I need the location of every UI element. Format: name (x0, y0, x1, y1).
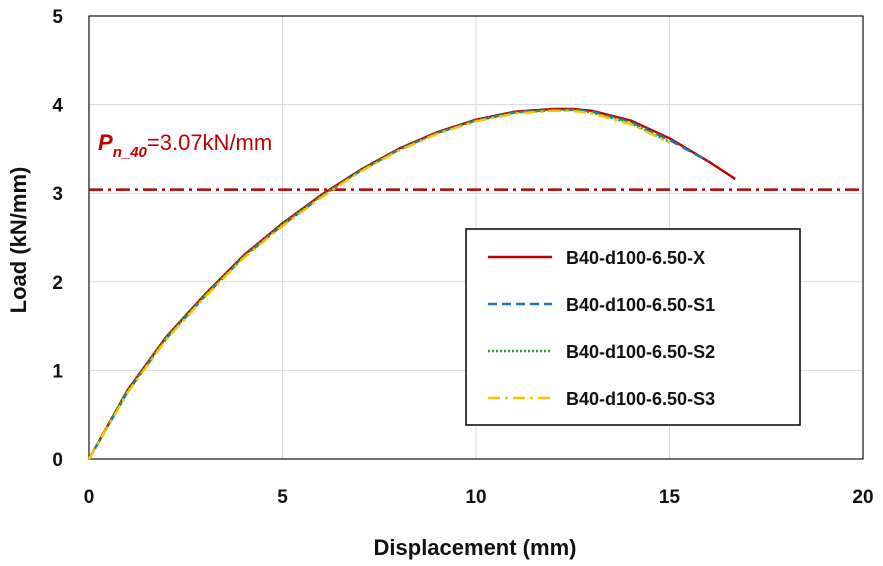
x-tick-label: 20 (852, 487, 873, 508)
y-axis-title: Load (kN/mm) (6, 167, 31, 314)
y-tick-label: 3 (52, 184, 63, 205)
y-tick-labels: 0 1 2 3 4 5 (52, 7, 63, 471)
reference-annotation: Pn_40=3.07kN/mm (98, 130, 272, 161)
legend-label-3: B40-d100-6.50-S2 (566, 342, 715, 362)
y-tick-label: 4 (52, 96, 63, 117)
y-tick-label: 0 (52, 450, 63, 471)
plot-frame (88, 15, 864, 460)
legend-label-4: B40-d100-6.50-S3 (566, 389, 715, 409)
annotation-symbol: P (98, 130, 113, 155)
series-line-1 (87, 107, 736, 460)
legend: B40-d100-6.50-X B40-d100-6.50-S1 B40-d100-… (465, 228, 801, 426)
annotation-subscript: n_40 (113, 144, 148, 161)
y-tick-label: 2 (52, 273, 63, 294)
plot-area (88, 15, 864, 460)
x-tick-label: 15 (659, 487, 681, 508)
legend-label-1: B40-d100-6.50-X (566, 248, 705, 268)
x-tick-labels: 0 5 10 15 20 (84, 487, 874, 508)
y-tick-label: 5 (52, 7, 63, 28)
x-tick-label: 10 (465, 487, 486, 508)
x-tick-label: 0 (84, 487, 95, 508)
annotation-value: =3.07kN/mm (147, 130, 272, 155)
series-line-4 (87, 109, 671, 460)
legend-box (465, 228, 801, 426)
legend-label-2: B40-d100-6.50-S1 (566, 295, 715, 315)
y-tick-label: 1 (52, 361, 63, 382)
series-group (87, 107, 736, 460)
x-tick-label: 5 (277, 487, 288, 508)
x-axis-title: Displacement (mm) (374, 535, 577, 560)
